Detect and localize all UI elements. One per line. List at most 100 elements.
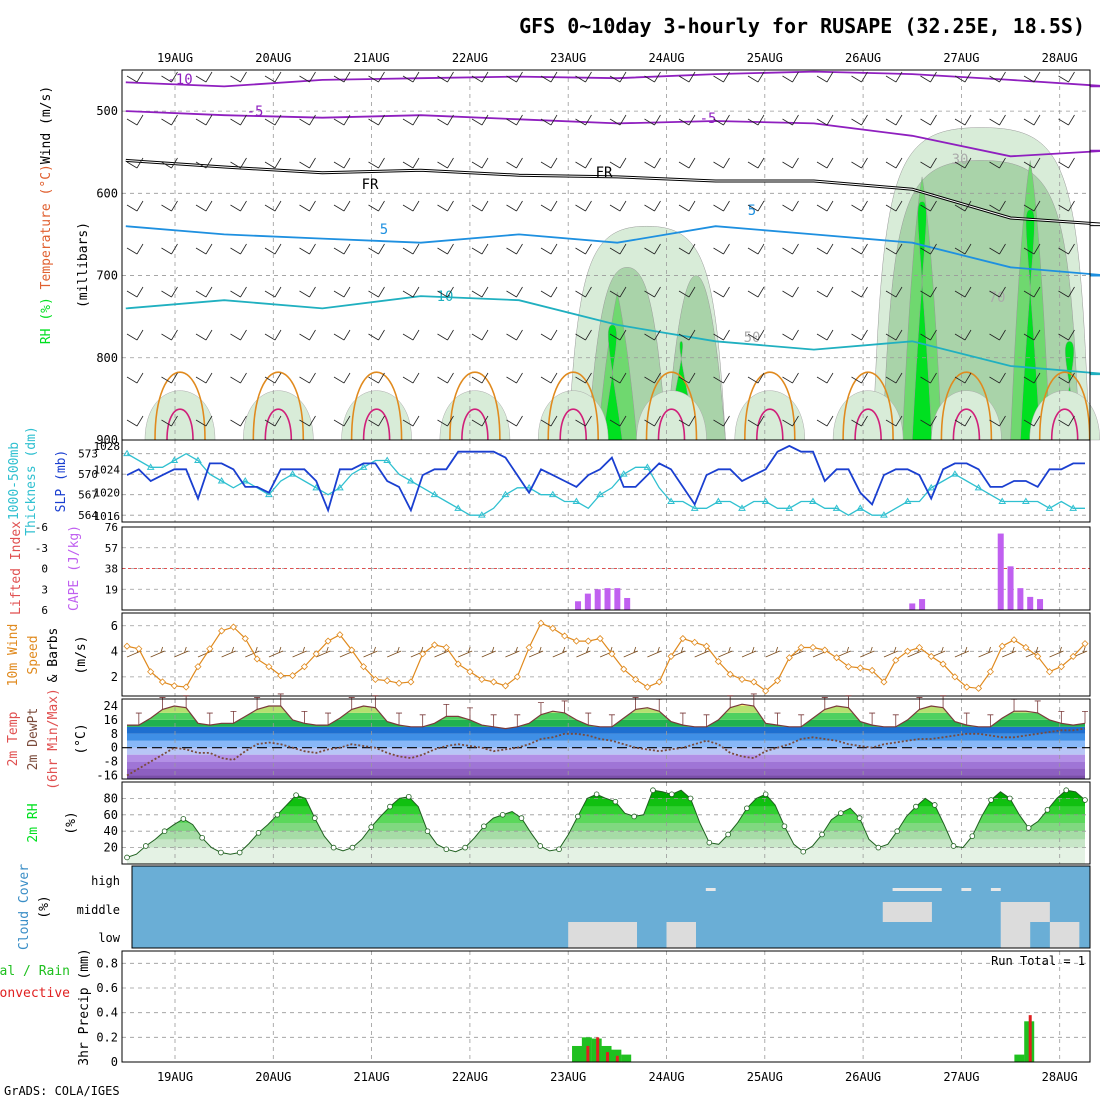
rh-marker [330,844,337,851]
wind10-barb [883,646,899,658]
wind10-marker [348,646,356,654]
rh-color-band [127,831,1085,840]
wind-barb [299,415,316,427]
wind-barb [644,372,661,384]
precip-total-bar [572,1045,583,1062]
rh-marker [1025,825,1032,831]
wind10-marker [466,668,474,676]
rh-marker [255,830,262,836]
cloud-high-block [705,888,716,891]
wind-barb [678,372,696,384]
wind10-marker [679,634,687,643]
temp-axis-label: 2m DewPt [26,708,41,771]
temp-minmax-bar [419,714,426,727]
wind-barb [989,200,1006,212]
rh-marker [593,791,600,798]
cape-tick-label: 38 [105,563,118,576]
wind-barb [230,200,247,212]
panel-frame [121,950,1091,1063]
temp-minmax-bar [869,712,876,726]
wind-barb [713,286,730,298]
wind-barb [368,157,385,169]
wind-barb [678,329,696,341]
wind-barb [954,243,972,255]
rh-axis-label: 2m RH [26,803,41,842]
top-date-label: 24AUG [648,51,684,65]
wind-barb [1058,71,1075,83]
precip-tick-label: 0.4 [96,1006,118,1020]
wind10-marker [667,652,675,660]
rh-marker [274,811,281,818]
wind-barb [1058,372,1075,384]
wind-barb [920,71,937,83]
thickness-marker [241,477,250,484]
wind-barb [126,372,144,384]
wind-barb [989,329,1006,341]
wind-barb [575,415,592,427]
temp-tick-label: 8 [111,727,118,741]
contour-label: FR [362,177,379,193]
bottom-date-label: 20AUG [255,1070,291,1084]
rh-marker [894,828,900,834]
temp-minmax-bar [396,712,403,726]
pressure-tick-label: 500 [96,104,118,118]
wind10-marker [1010,636,1018,644]
rh-marker [800,848,807,855]
wind-barb [644,286,661,298]
wind-barb [920,372,937,384]
bottom-date-label: 21AUG [354,1070,390,1084]
cloud-high-block [892,888,942,891]
wind-barb [161,200,178,212]
wind-barb [678,157,696,169]
rh-marker [424,828,431,834]
wind-barb [161,157,178,169]
panel-frame [121,612,1091,697]
wind-barb [609,200,627,212]
wind-barb [264,200,282,212]
rh-marker [687,795,694,802]
temp-color-band [127,740,1085,748]
rh-marker [725,831,731,838]
wind-barb [402,200,420,212]
slp-tick-label: 1016 [94,510,121,523]
wind-barb [540,372,558,384]
rh-line [126,789,1086,858]
wind10-marker [821,646,829,654]
precip-tick-label: 0.2 [96,1030,118,1044]
wind-barb [402,415,420,427]
wind-barb [989,372,1006,384]
wind-barb [161,372,178,384]
top-date-label: 19AUG [157,51,193,65]
wind-barb [437,372,454,384]
thickness-marker [406,477,415,484]
precip-axis-label: 3hr Precip (mm) [77,948,92,1065]
wind10-barb [292,646,307,658]
top-date-label: 27AUG [943,51,979,65]
temp-minmax-bar [1034,700,1041,713]
thickness-marker [288,470,297,477]
temp-minmax-bar [608,714,615,727]
wind10-marker [998,642,1006,650]
thickness-marker [312,483,321,491]
rh-marker [950,843,957,849]
wind-barb [851,329,868,341]
wind-barb [437,114,454,126]
top-date-label: 21AUG [354,51,390,65]
wind-barb [230,157,247,169]
temp-axis-label: 2m Temp [6,711,21,766]
isotherm-20-arc [854,408,882,441]
isotherm-15-arc [744,371,796,441]
cape-bar [997,533,1004,610]
temp-minmax-bar [892,714,899,727]
thickness-marker [170,456,179,463]
wind10-marker [1034,652,1042,660]
thickness-marker [596,490,604,498]
cloud-low-block [666,922,696,948]
thickness-marker [974,483,983,491]
wind-barb [1058,415,1075,427]
wind10-marker [714,657,722,666]
thickness-marker [430,490,439,498]
temp-minmax-bar [1082,710,1088,724]
rh-marker [762,791,769,798]
